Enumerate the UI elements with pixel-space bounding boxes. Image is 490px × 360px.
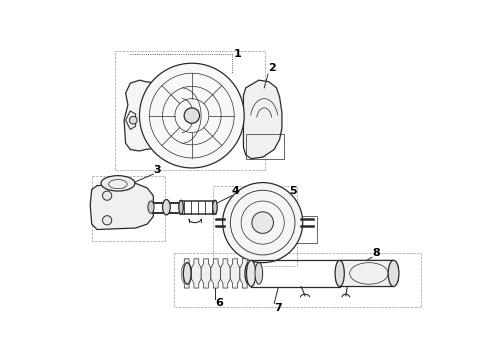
Polygon shape [90,183,153,230]
Polygon shape [341,260,398,287]
Polygon shape [211,259,220,288]
Bar [290,216,317,243]
Text: 5: 5 [290,186,297,196]
Ellipse shape [148,201,154,213]
Polygon shape [192,259,201,288]
Circle shape [102,216,112,225]
Circle shape [140,63,244,168]
Text: 8: 8 [372,248,380,258]
Polygon shape [125,111,136,130]
Polygon shape [182,259,192,288]
Ellipse shape [246,260,256,287]
Ellipse shape [388,260,399,287]
Ellipse shape [163,199,171,215]
Ellipse shape [245,263,253,284]
Polygon shape [230,259,240,288]
Circle shape [102,191,112,200]
Bar [115,51,265,170]
Bar [92,176,165,241]
Bar [245,134,284,159]
Text: 4: 4 [232,186,240,196]
Circle shape [129,116,137,124]
Ellipse shape [222,183,303,263]
Polygon shape [201,259,211,288]
Text: 6: 6 [215,298,223,309]
Text: 1: 1 [233,49,241,59]
Ellipse shape [255,263,263,284]
Circle shape [184,108,199,123]
Ellipse shape [183,263,191,284]
Text: 2: 2 [268,63,276,73]
Bar [213,186,297,266]
Ellipse shape [101,176,135,191]
Polygon shape [244,80,282,159]
Text: 7: 7 [274,303,282,313]
Bar [174,253,420,306]
Ellipse shape [335,260,344,287]
Ellipse shape [252,212,273,233]
Ellipse shape [213,200,217,214]
Polygon shape [240,259,249,288]
Ellipse shape [179,200,183,214]
Text: 3: 3 [153,165,161,175]
Polygon shape [124,80,197,151]
Polygon shape [220,259,230,288]
